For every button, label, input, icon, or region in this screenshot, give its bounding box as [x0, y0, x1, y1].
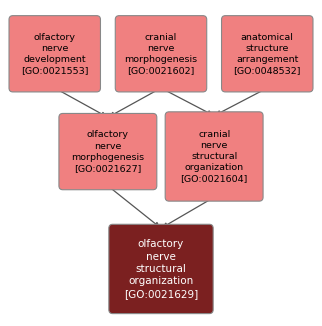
Text: olfactory
nerve
morphogenesis
[GO:0021627]: olfactory nerve morphogenesis [GO:002162…: [71, 130, 145, 173]
FancyBboxPatch shape: [59, 113, 157, 190]
FancyBboxPatch shape: [109, 224, 213, 314]
Text: anatomical
structure
arrangement
[GO:0048532]: anatomical structure arrangement [GO:004…: [233, 33, 301, 75]
FancyBboxPatch shape: [115, 16, 207, 92]
Text: olfactory
nerve
development
[GO:0021553]: olfactory nerve development [GO:0021553]: [21, 33, 89, 75]
Text: cranial
nerve
structural
organization
[GO:0021604]: cranial nerve structural organization [G…: [180, 130, 248, 183]
Text: cranial
nerve
morphogenesis
[GO:0021602]: cranial nerve morphogenesis [GO:0021602]: [124, 33, 198, 75]
Text: olfactory
nerve
structural
organization
[GO:0021629]: olfactory nerve structural organization …: [124, 239, 198, 299]
FancyBboxPatch shape: [165, 112, 263, 201]
FancyBboxPatch shape: [9, 16, 100, 92]
FancyBboxPatch shape: [222, 16, 313, 92]
